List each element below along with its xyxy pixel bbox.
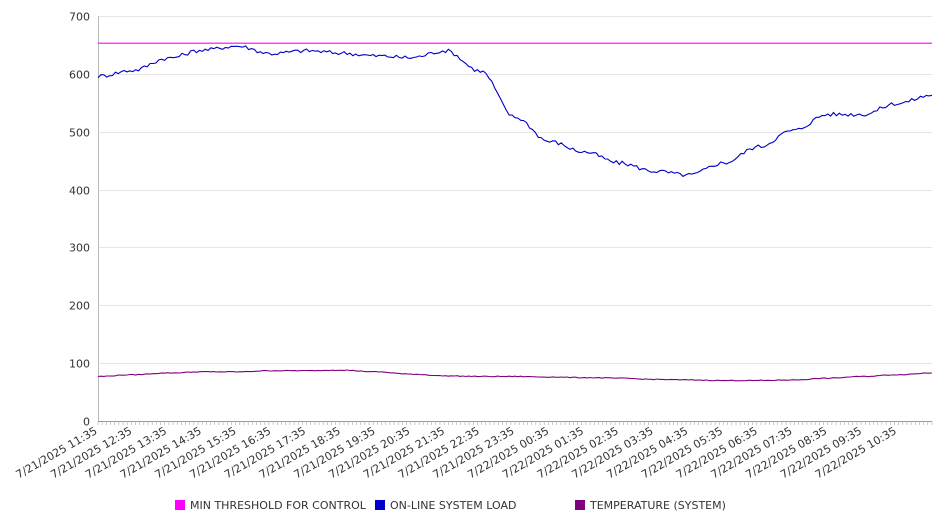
y-tick-label: 300 — [69, 242, 90, 255]
y-tick-label: 200 — [69, 300, 90, 313]
legend-label: TEMPERATURE (SYSTEM) — [589, 499, 726, 512]
legend: MIN THRESHOLD FOR CONTROL ON-LINE SYSTEM … — [175, 499, 726, 512]
series-line — [97, 369, 933, 382]
y-tick-label: 500 — [69, 127, 90, 140]
y-tick-label: 400 — [69, 185, 90, 198]
legend-swatch — [575, 500, 585, 510]
y-tick-label: 100 — [69, 358, 90, 371]
y-tick-label: 600 — [69, 69, 90, 82]
legend-swatch — [175, 500, 185, 510]
legend-label: MIN THRESHOLD FOR CONTROL — [190, 499, 367, 512]
series-lines — [97, 42, 933, 382]
series-line — [97, 45, 933, 178]
legend-swatch — [375, 500, 385, 510]
legend-label: ON-LINE SYSTEM LOAD — [390, 499, 516, 512]
y-tick-label: 700 — [69, 11, 90, 24]
gridlines — [98, 16, 932, 364]
y-tick-label: 0 — [83, 416, 90, 429]
